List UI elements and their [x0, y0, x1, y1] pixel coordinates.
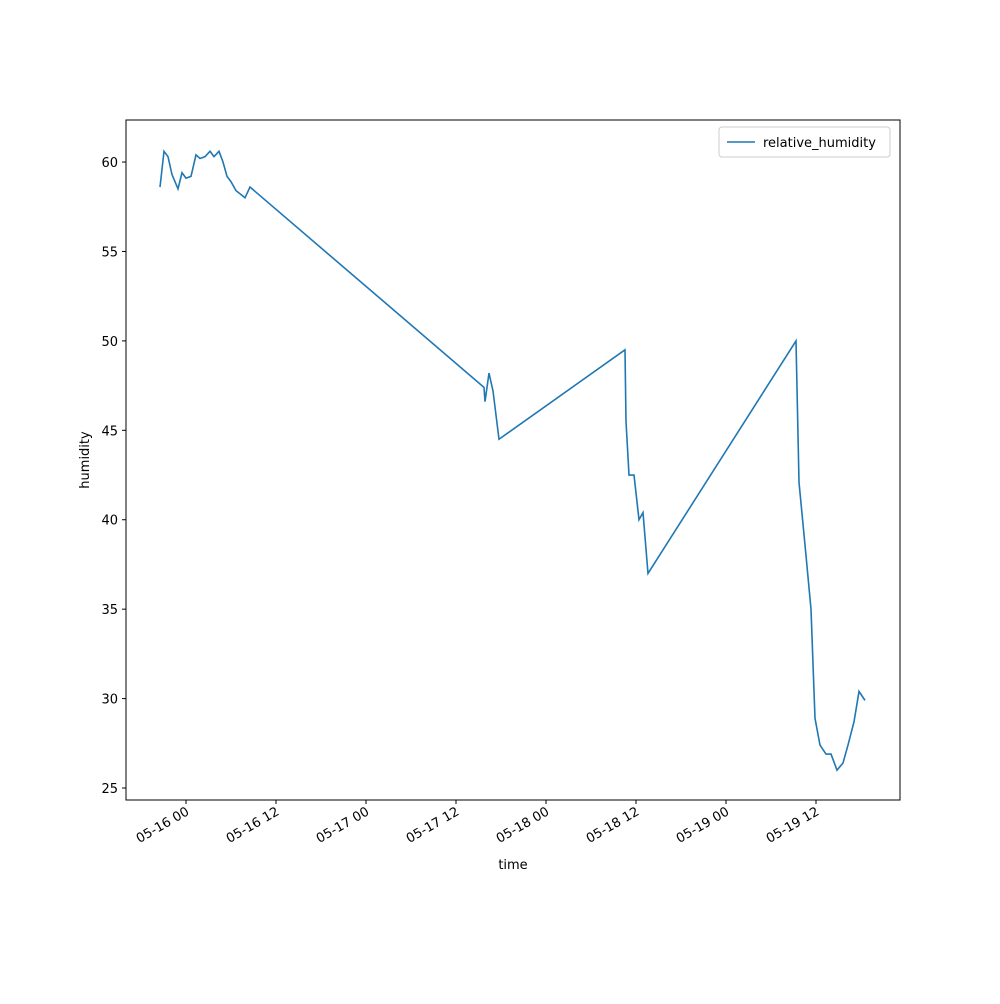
x-tick-label: 05-19 00: [674, 804, 732, 846]
y-tick-label: 50: [101, 335, 118, 350]
x-tick-label: 05-17 12: [404, 804, 462, 846]
y-axis-label: humidity: [78, 431, 93, 489]
y-tick-label: 25: [101, 782, 118, 797]
line-series: [159, 149, 866, 772]
x-axis-label: time: [498, 858, 527, 873]
legend-label: relative_humidity: [763, 136, 876, 151]
y-tick-label: 35: [101, 603, 118, 618]
y-tick-label: 40: [101, 514, 118, 529]
y-tick-label: 45: [101, 424, 118, 439]
y-tick-label: 30: [101, 693, 118, 708]
y-tick-label: 55: [101, 245, 118, 260]
x-tick-label: 05-16 00: [134, 804, 192, 846]
plot-frame: [125, 119, 901, 801]
x-tick-label: 05-18 12: [584, 804, 642, 846]
x-tick-label: 05-18 00: [494, 804, 552, 846]
x-tick-label: 05-19 12: [764, 804, 822, 846]
legend: relative_humidity: [718, 126, 891, 158]
x-tick-label: 05-17 00: [314, 804, 372, 846]
x-tick-label: 05-16 12: [224, 804, 282, 846]
legend-frame: [718, 126, 891, 158]
y-tick-label: 60: [101, 156, 118, 171]
